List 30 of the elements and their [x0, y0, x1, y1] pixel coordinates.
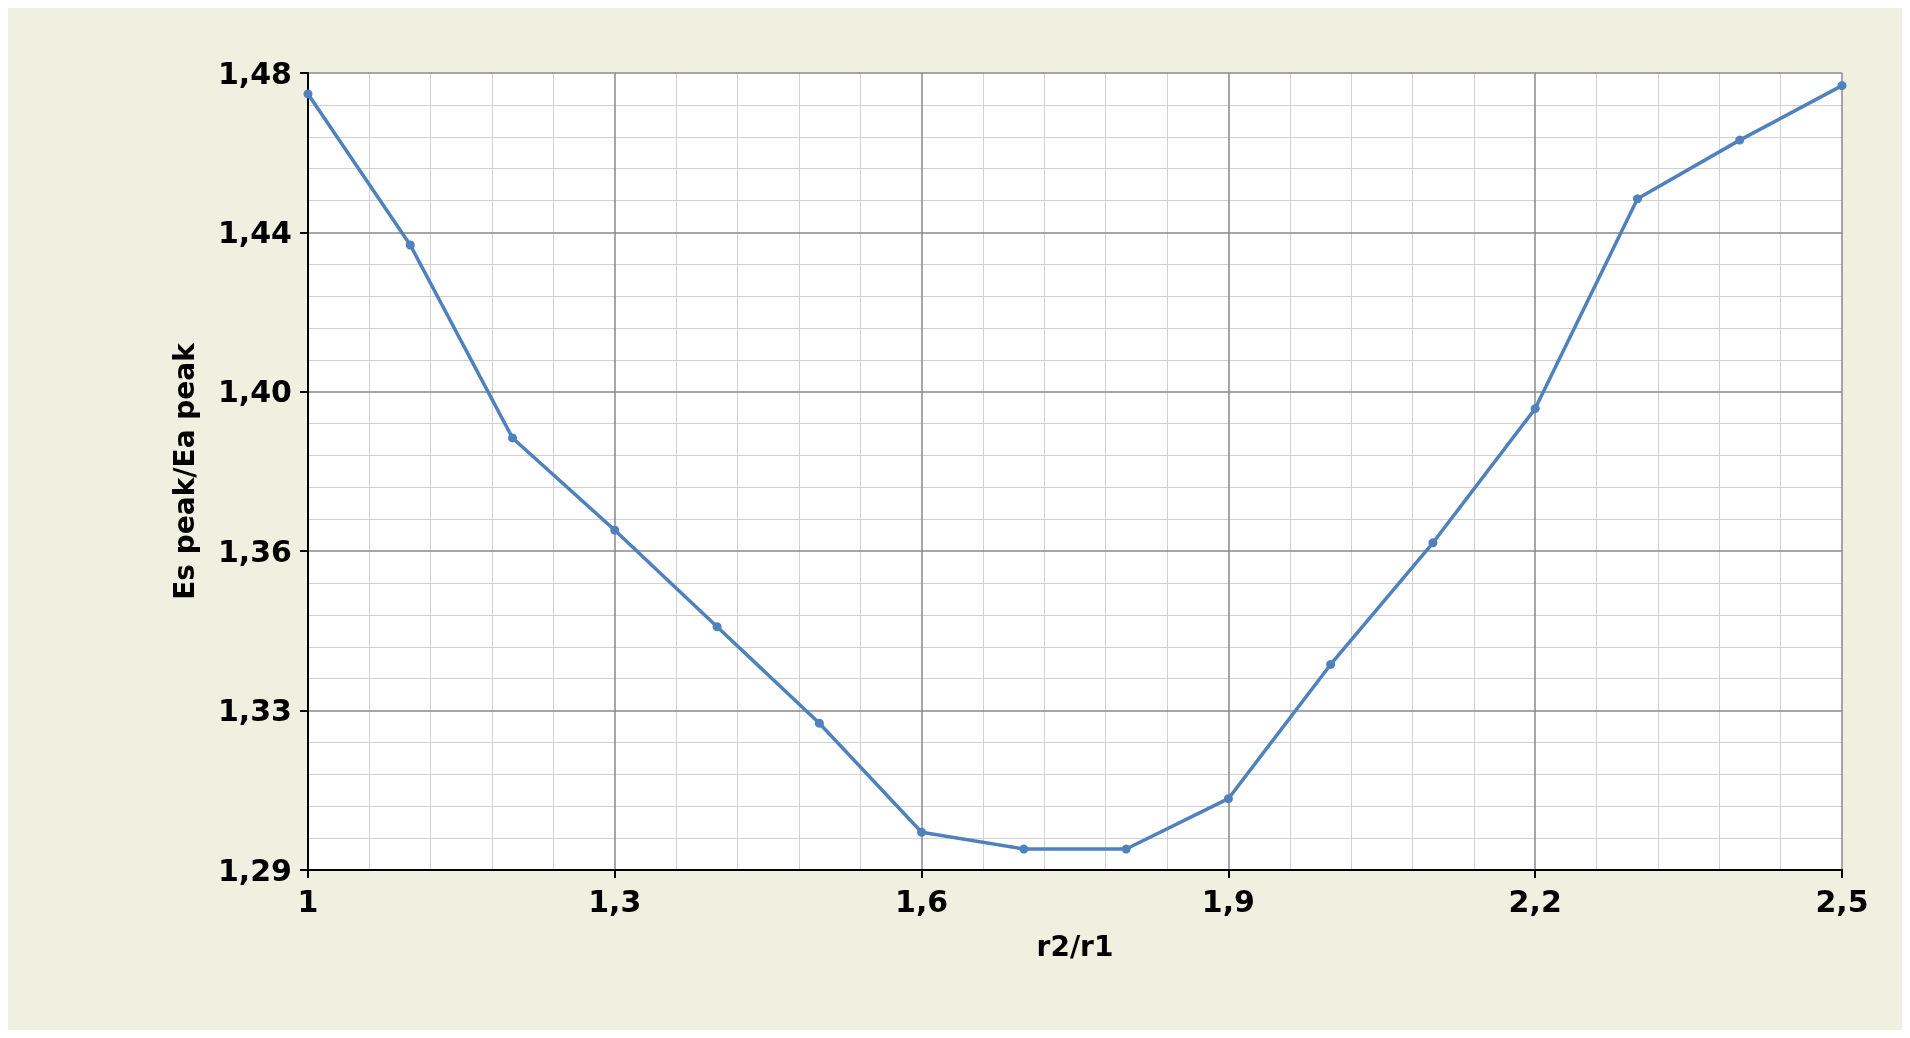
point [1632, 194, 1642, 204]
y-axis-title: Es peak/Ea peak [167, 341, 201, 600]
y-tick-label: 1,44 [217, 214, 292, 250]
x-tick-label: 1,6 [895, 883, 949, 919]
y-tick-label: 1,40 [217, 374, 292, 410]
point [1837, 81, 1847, 91]
point [1326, 659, 1336, 669]
point [1530, 404, 1540, 414]
y-tick-label: 1,36 [217, 533, 292, 569]
point [508, 433, 518, 443]
point [1019, 844, 1029, 854]
point [712, 622, 722, 632]
point [1223, 794, 1233, 804]
y-tick-label: 1,29 [217, 852, 292, 888]
x-tick-label: 2,5 [1815, 883, 1869, 919]
y-tick-label: 1,33 [217, 693, 292, 729]
point [1735, 135, 1745, 145]
x-tick-label: 1 [297, 883, 319, 919]
point [303, 89, 313, 99]
point [610, 525, 620, 535]
x-tick-label: 1,9 [1201, 883, 1255, 919]
point [405, 240, 415, 250]
x-tick-label: 2,2 [1508, 883, 1562, 919]
point [1121, 844, 1131, 854]
point [1428, 538, 1438, 548]
x-axis-title: r2/r1 [1036, 929, 1114, 963]
point [814, 718, 824, 728]
x-tick-label: 1,3 [588, 883, 642, 919]
y-tick-label: 1,48 [217, 55, 292, 91]
point [917, 827, 927, 837]
